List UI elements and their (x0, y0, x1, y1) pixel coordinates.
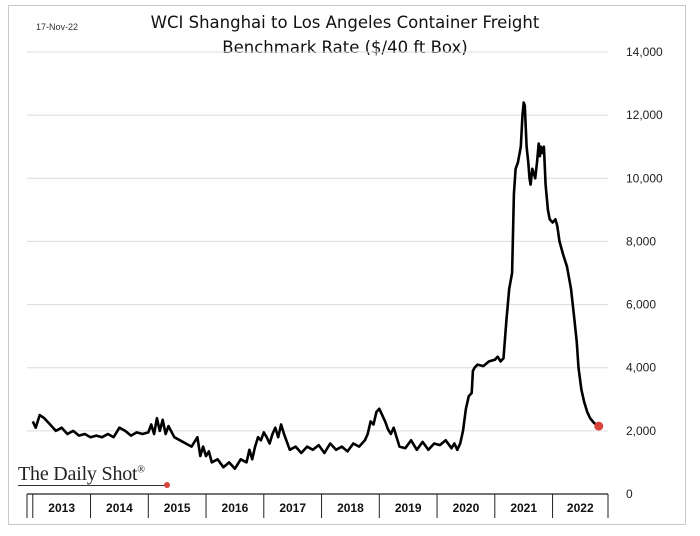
x-tick-label-2015: 2015 (164, 501, 191, 515)
brand-mark: ® (137, 464, 145, 476)
brand-name: The Daily Shot (18, 463, 138, 485)
x-tick-label-2016: 2016 (222, 501, 249, 515)
y-tick-label-14000: 14,000 (626, 45, 663, 59)
x-tick-label-2018: 2018 (337, 501, 364, 515)
x-tick-label-2021: 2021 (510, 501, 537, 515)
x-tick-label-2017: 2017 (279, 501, 306, 515)
y-tick-label-4000: 4,000 (626, 361, 656, 375)
brand-underline (18, 485, 168, 486)
date-label: 17-Nov-22 (36, 22, 79, 32)
x-tick-label-2022: 2022 (567, 501, 594, 515)
x-tick-label-2020: 2020 (453, 501, 480, 515)
x-tick-label-2019: 2019 (395, 501, 422, 515)
y-tick-label-10000: 10,000 (626, 171, 663, 185)
y-tick-label-6000: 6,000 (626, 298, 656, 312)
chart-title-line-1: WCI Shanghai to Los Angeles Container Fr… (150, 13, 540, 32)
chart-frame (8, 5, 686, 525)
x-tick-label-2014: 2014 (106, 501, 133, 515)
x-tick-label-2013: 2013 (48, 501, 75, 515)
brand-dot (164, 482, 170, 488)
last-point-marker (594, 421, 604, 431)
y-tick-label-12000: 12,000 (626, 108, 663, 122)
brand-logo: The Daily Shot® (18, 463, 145, 486)
y-tick-label-8000: 8,000 (626, 234, 656, 248)
y-tick-label-2000: 2,000 (626, 424, 656, 438)
series-line (31, 101, 600, 470)
y-tick-label-0: 0 (626, 487, 633, 501)
